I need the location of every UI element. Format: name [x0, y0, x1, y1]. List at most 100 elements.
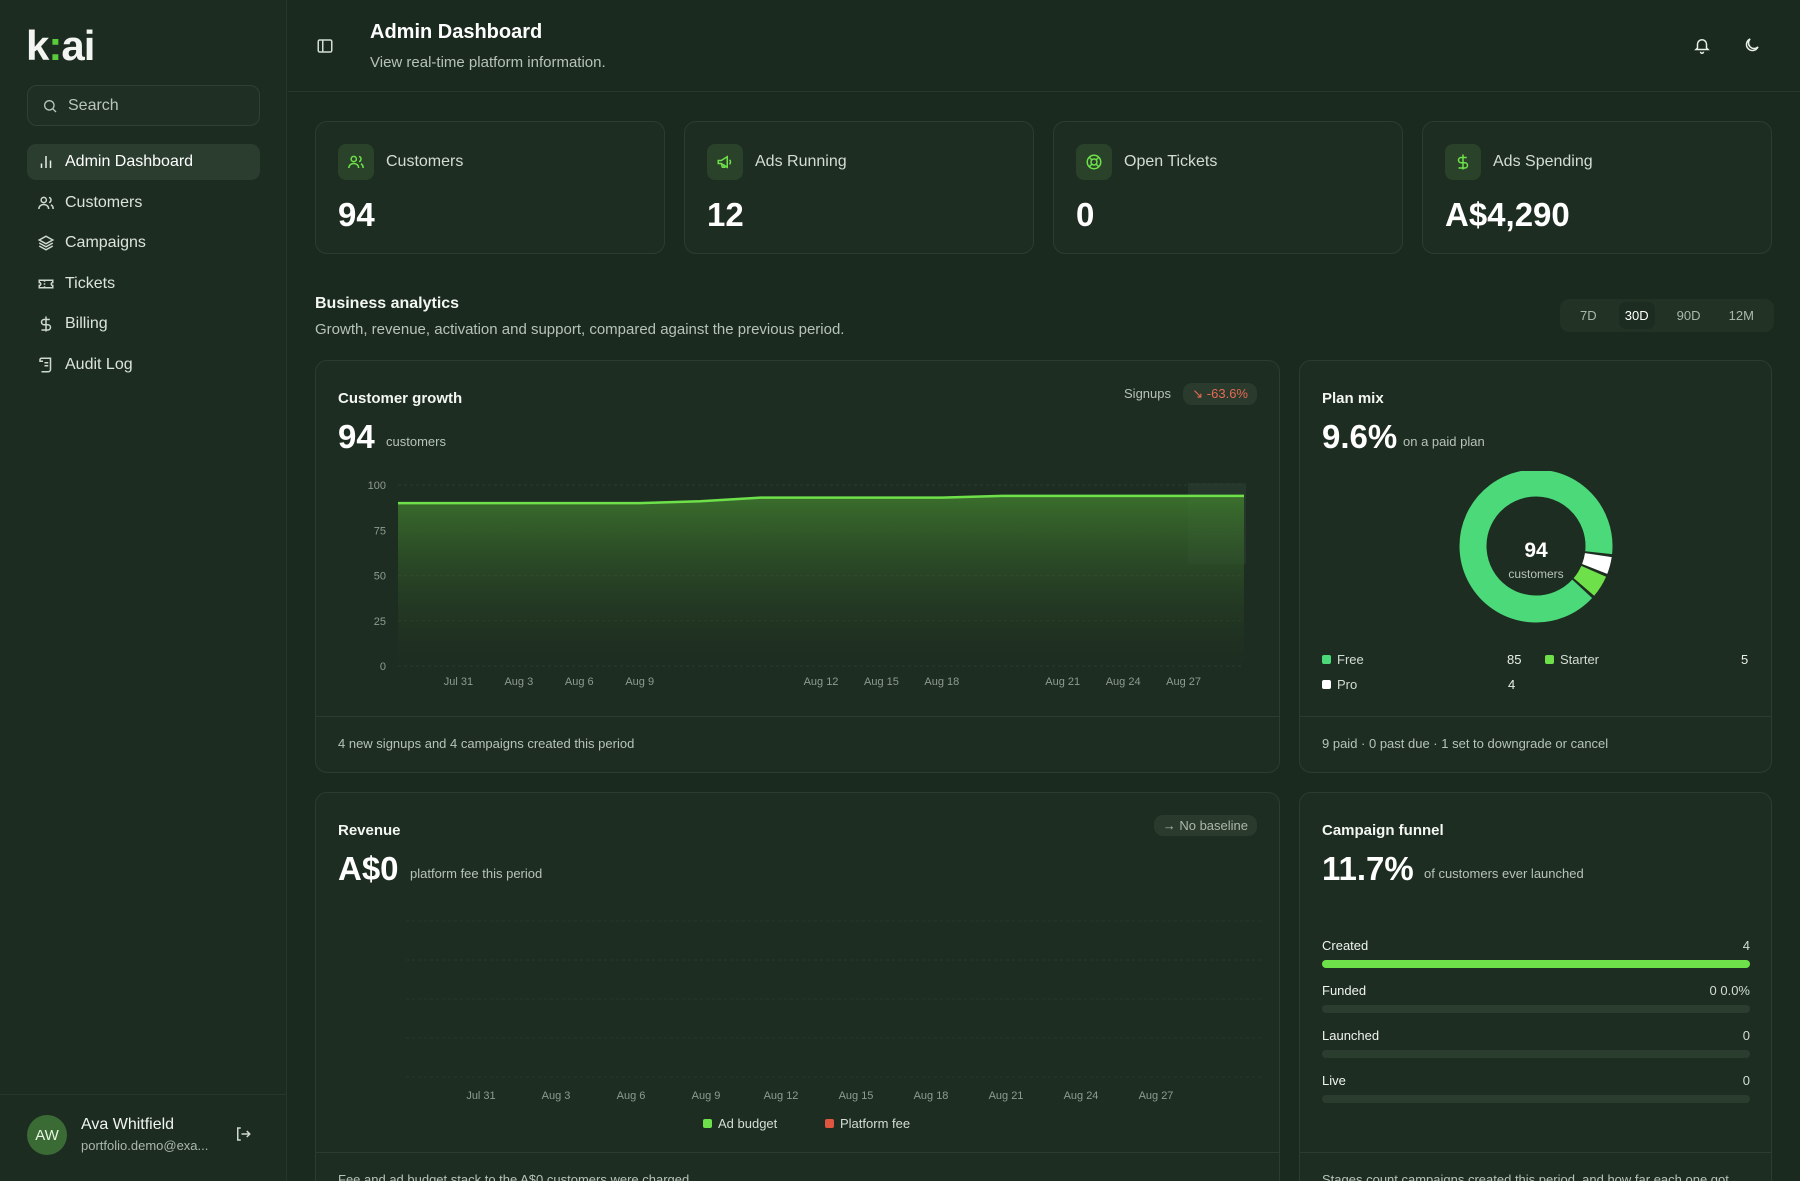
moon-icon[interactable] [1743, 36, 1761, 54]
range-selector: 7D 30D 90D 12M [1560, 299, 1774, 332]
stat-card-ads-spending: Ads Spending A$4,290 [1422, 121, 1772, 254]
customer-count-unit: customers [386, 434, 446, 449]
sidebar-nav: Admin Dashboard Customers Campaigns Tick… [27, 144, 260, 387]
legend-swatch [1545, 655, 1554, 664]
section-subtitle: Growth, revenue, activation and support,… [315, 321, 845, 338]
signups-change-value: -63.6% [1206, 386, 1248, 401]
bar-chart-icon [40, 156, 52, 168]
stat-label: Open Tickets [1124, 153, 1218, 170]
sidebar-item-audit-log[interactable]: Audit Log [27, 347, 260, 383]
legend-swatch [703, 1119, 712, 1128]
x-tick-label: Aug 15 [839, 1090, 874, 1102]
stage-value: 0 [1742, 1073, 1750, 1088]
x-tick-label: Aug 9 [692, 1090, 721, 1102]
stage-value: 0 0.0% [1709, 983, 1750, 998]
sidebar-item-campaigns[interactable]: Campaigns [27, 225, 260, 261]
legend-label: Platform fee [840, 1116, 911, 1131]
ticket-icon [38, 279, 54, 288]
range-option-90d[interactable]: 90D [1676, 308, 1701, 323]
sidebar-item-customers[interactable]: Customers [27, 185, 260, 221]
legend-pro: Pro [1322, 677, 1357, 692]
stat-label: Ads Running [755, 153, 847, 170]
user-profile: AW Ava Whitfield portfolio.demo@exa... [0, 1094, 287, 1181]
x-tick-label: Aug 12 [804, 676, 839, 688]
logout-icon[interactable] [234, 1125, 252, 1143]
stage-bar-track [1322, 960, 1750, 968]
revenue-card: Revenue → No baseline A$0 platform fee t… [315, 792, 1280, 1181]
stage-bar-track [1322, 1095, 1750, 1103]
launched-unit: of customers ever launched [1424, 866, 1584, 881]
donut-slice-starter[interactable] [1573, 565, 1607, 596]
legend-ad-budget: Ad budget [703, 1116, 777, 1131]
range-option-30d[interactable]: 30D [1618, 302, 1655, 329]
no-baseline-badge: → No baseline [1153, 815, 1257, 836]
card-title: Campaign funnel [1322, 822, 1444, 839]
arrow-right-icon: → [1162, 818, 1180, 833]
stat-icon-wrap [1076, 144, 1112, 180]
stage-label: Created [1322, 938, 1369, 953]
area-fill [398, 495, 1244, 666]
lifebuoy-icon [1086, 154, 1102, 170]
y-tick-label: 50 [374, 571, 386, 583]
stat-card-open-tickets: Open Tickets 0 [1053, 121, 1403, 254]
card-title: Plan mix [1322, 390, 1384, 407]
sidebar-item-label: Audit Log [65, 355, 133, 373]
legend-value: 4 [1508, 677, 1516, 692]
stat-card-customers: Customers 94 [315, 121, 665, 254]
sidebar-item-billing[interactable]: Billing [27, 306, 260, 342]
stage-bar-track [1322, 1005, 1750, 1013]
revenue-unit: platform fee this period [410, 866, 543, 881]
x-tick-label: Aug 12 [764, 1090, 799, 1102]
range-option-7d[interactable]: 7D [1580, 308, 1597, 323]
customer-growth-chart: 0 25 50 75 100 Jul 31 Aug 3 Aug 6 Aug 9 Aug 12 Aug… [368, 480, 1246, 688]
card-title: Customer growth [338, 390, 463, 407]
sidebar: k:ai Search Admin Dashboard Customers Ca… [0, 0, 287, 1181]
stat-value: A$4,290 [1445, 196, 1570, 233]
donut-center-label: customers [1508, 567, 1564, 581]
sidebar-toggle-icon[interactable] [316, 37, 334, 55]
legend-starter: Starter [1545, 652, 1599, 667]
card-footer: Fee and ad budget stack to the A$0 custo… [316, 1152, 1279, 1181]
stat-value: 94 [338, 196, 375, 233]
section-title: Business analytics [315, 295, 460, 312]
stat-value: 12 [707, 196, 744, 233]
avatar[interactable]: AW [27, 1115, 67, 1155]
y-tick-label: 75 [374, 525, 386, 537]
stage-label: Funded [1322, 983, 1367, 998]
stat-value: 0 [1076, 196, 1095, 233]
stat-label: Customers [386, 153, 464, 170]
donut-slice-free[interactable] [1459, 471, 1613, 623]
stat-icon-wrap [338, 144, 374, 180]
sidebar-item-label: Tickets [65, 274, 116, 292]
revenue-chart: Jul 31 Aug 3 Aug 6 Aug 9 Aug 12 Aug 15 Aug 18 A… [406, 920, 1264, 1102]
dollar-icon [40, 316, 52, 332]
search-input[interactable]: Search [27, 85, 260, 126]
top-bar: Admin Dashboard View real-time platform … [288, 0, 1800, 92]
donut-slice-pro[interactable] [1581, 552, 1612, 574]
x-tick-label: Aug 27 [1166, 676, 1201, 688]
bell-icon[interactable] [1693, 36, 1711, 54]
y-tick-label: 100 [368, 480, 386, 492]
legend-label: Starter [1560, 652, 1600, 667]
legend-swatch [825, 1119, 834, 1128]
x-tick-label: Aug 24 [1064, 1090, 1099, 1102]
x-tick-label: Jul 31 [444, 676, 473, 688]
range-option-12m[interactable]: 12M [1728, 308, 1754, 323]
legend-value: 85 [1507, 652, 1522, 667]
scroll-icon [39, 357, 52, 372]
legend-label: Free [1337, 652, 1364, 667]
footer-text: 4 new signups and 4 campaigns created th… [338, 736, 635, 751]
stage-bar-fill [1322, 960, 1750, 968]
plan-mix-donut [1459, 471, 1613, 623]
sidebar-item-tickets[interactable]: Tickets [27, 266, 260, 302]
stage-value: 0 [1742, 1028, 1750, 1043]
x-tick-label: Jul 31 [466, 1090, 495, 1102]
donut-center-value: 94 [1524, 539, 1548, 562]
page-title: Admin Dashboard [370, 21, 543, 43]
app-logo[interactable]: k:ai [26, 22, 95, 69]
user-name: Ava Whitfield [81, 1116, 175, 1133]
legend-swatch [1322, 655, 1331, 664]
card-footer: 9 paid · 0 past due · 1 set to downgrade… [1300, 716, 1771, 772]
sidebar-item-admin-dashboard[interactable]: Admin Dashboard [27, 144, 260, 180]
footer-text: Stages count campaigns created this peri… [1322, 1172, 1729, 1181]
